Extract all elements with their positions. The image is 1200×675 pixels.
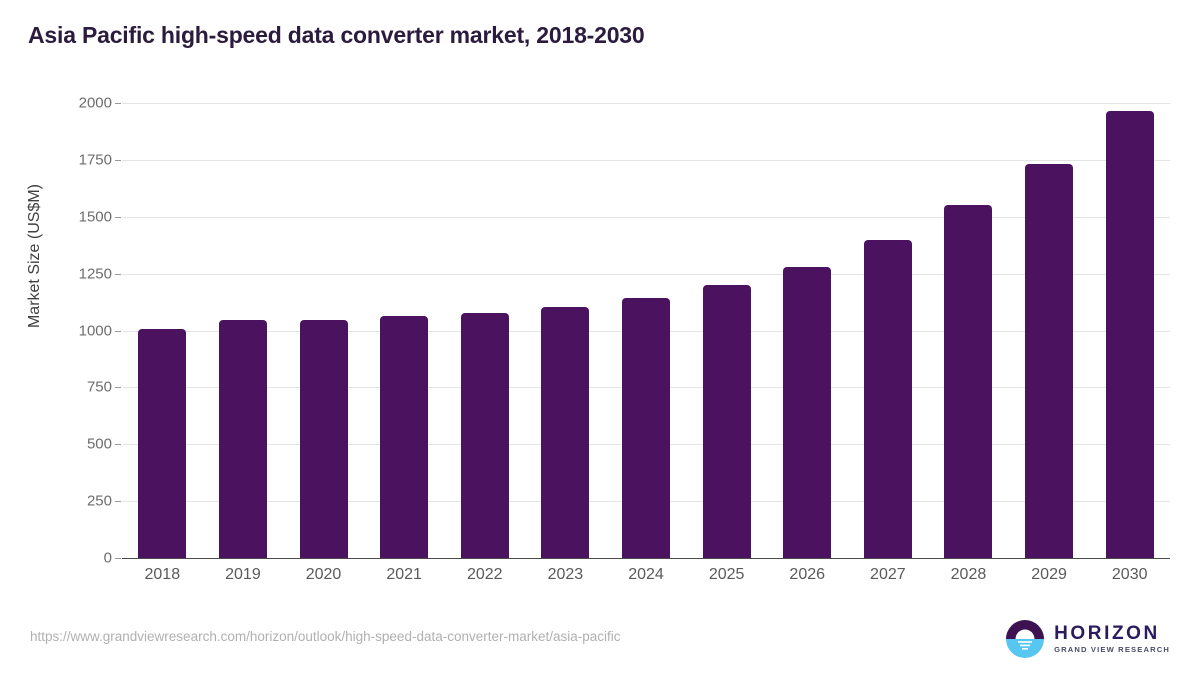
y-axis-tick-labels: 0 250 500 750 1000 1250 1500 1750 2000 bbox=[40, 95, 112, 567]
y-tick-mark bbox=[115, 444, 121, 446]
bar[interactable] bbox=[702, 285, 751, 558]
y-tick-mark bbox=[115, 558, 121, 559]
logo-wordmark: HORIZON bbox=[1054, 623, 1160, 645]
y-tick-mark bbox=[115, 387, 121, 389]
y-tick-label: 1000 bbox=[78, 322, 112, 339]
x-tick-label: 2021 bbox=[386, 566, 422, 583]
logo-text: HORIZON GRAND VIEW RESEARCH bbox=[1054, 624, 1170, 654]
bar[interactable] bbox=[138, 328, 187, 558]
y-tick-mark bbox=[115, 501, 121, 503]
x-tick-label: 2024 bbox=[628, 566, 664, 583]
gridline bbox=[122, 103, 1170, 104]
bar[interactable] bbox=[541, 307, 590, 558]
y-tick-mark bbox=[115, 273, 121, 275]
y-tick-label: 2000 bbox=[78, 94, 112, 112]
x-tick-label: 2027 bbox=[870, 566, 906, 583]
bar[interactable] bbox=[460, 313, 509, 558]
y-tick-label: 1750 bbox=[78, 151, 112, 169]
y-tick-label: 250 bbox=[86, 492, 112, 510]
y-tick-label: 500 bbox=[86, 435, 112, 453]
bar[interactable] bbox=[863, 240, 912, 558]
horizon-logo-icon bbox=[1006, 620, 1045, 658]
y-tick-mark bbox=[115, 216, 121, 218]
logo-tagline: GRAND VIEW RESEARCH bbox=[1054, 645, 1170, 655]
plot-area bbox=[115, 103, 1170, 559]
bar[interactable] bbox=[380, 316, 429, 558]
y-tick-label: 0 bbox=[103, 549, 112, 567]
x-tick-label: 2020 bbox=[305, 566, 342, 583]
x-tick-label: 2026 bbox=[789, 566, 826, 583]
x-tick-label: 2022 bbox=[466, 566, 503, 583]
y-tick-mark bbox=[115, 103, 121, 104]
page-title: Asia Pacific high-speed data converter m… bbox=[28, 22, 645, 48]
y-axis-title: Market Size (US$M) bbox=[26, 183, 43, 329]
horizon-logo: HORIZON GRAND VIEW RESEARCH bbox=[1005, 618, 1170, 660]
x-tick-label: 2023 bbox=[547, 566, 584, 583]
bar[interactable] bbox=[1025, 163, 1074, 558]
x-tick-label: 2030 bbox=[1111, 566, 1148, 583]
gridline bbox=[122, 159, 1170, 161]
source-url[interactable]: https://www.grandviewresearch.com/horizo… bbox=[30, 629, 621, 644]
bar[interactable] bbox=[944, 205, 993, 558]
x-tick-label: 2019 bbox=[225, 566, 261, 583]
y-tick-label: 750 bbox=[86, 378, 112, 396]
y-tick-mark bbox=[115, 330, 121, 332]
x-tick-label: 2018 bbox=[144, 566, 181, 583]
bar[interactable] bbox=[783, 267, 832, 558]
gridline bbox=[122, 273, 1170, 275]
bar[interactable] bbox=[218, 320, 267, 558]
x-axis-tick-labels: 2018 2019 2020 2021 2022 2023 2024 2025 2026 2027… bbox=[122, 566, 1170, 596]
bar[interactable] bbox=[622, 297, 670, 558]
y-tick-mark bbox=[115, 159, 121, 161]
axis-baseline bbox=[122, 558, 1170, 559]
x-tick-label: 2025 bbox=[708, 566, 745, 583]
bar[interactable] bbox=[299, 319, 348, 558]
gridline bbox=[122, 216, 1170, 218]
x-tick-label: 2029 bbox=[1031, 566, 1067, 583]
x-tick-label: 2028 bbox=[950, 566, 987, 583]
y-tick-label: 1500 bbox=[78, 208, 112, 226]
bar[interactable] bbox=[1105, 110, 1154, 558]
y-tick-label: 1250 bbox=[78, 265, 112, 283]
